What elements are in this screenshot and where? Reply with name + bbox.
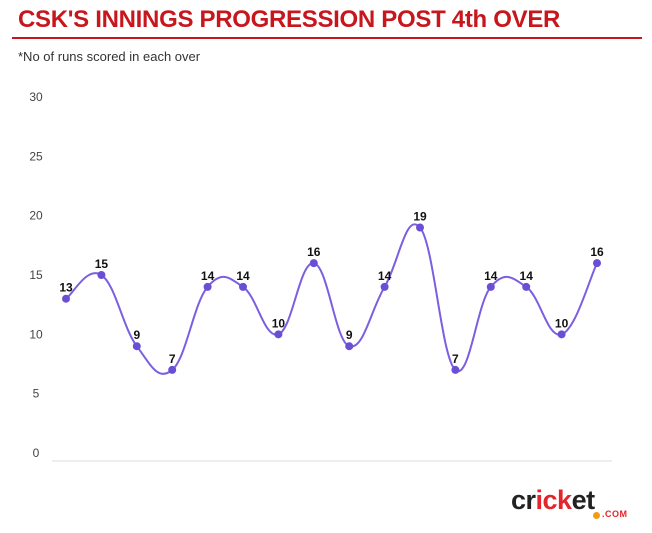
y-tick-label: 30 bbox=[29, 90, 43, 104]
data-label: 10 bbox=[555, 316, 569, 330]
data-point bbox=[557, 330, 566, 339]
data-label: 10 bbox=[272, 316, 286, 330]
data-label: 7 bbox=[452, 352, 459, 366]
y-tick-label: 10 bbox=[29, 327, 43, 341]
y-tick-label: 20 bbox=[29, 209, 43, 223]
data-label: 9 bbox=[133, 328, 140, 342]
data-point bbox=[416, 223, 424, 232]
data-point bbox=[62, 294, 70, 303]
data-label: 19 bbox=[413, 210, 427, 224]
data-point bbox=[239, 282, 247, 291]
data-label: 9 bbox=[346, 328, 353, 342]
chart-subtitle: *No of runs scored in each over bbox=[18, 49, 201, 64]
y-tick-label: 15 bbox=[29, 268, 43, 282]
data-point bbox=[486, 282, 495, 291]
chart-title: CSK'S INNINGS PROGRESSION POST 4th OVER bbox=[18, 6, 561, 33]
data-point bbox=[522, 282, 531, 291]
y-tick-label: 25 bbox=[29, 149, 43, 163]
data-point bbox=[132, 342, 141, 351]
data-point bbox=[97, 271, 106, 279]
y-tick-label: 0 bbox=[33, 446, 40, 460]
data-label: 16 bbox=[307, 245, 321, 259]
data-label: 14 bbox=[236, 269, 250, 283]
data-label: 14 bbox=[201, 269, 215, 283]
data-label: 14 bbox=[484, 269, 498, 283]
data-point bbox=[593, 259, 601, 268]
data-label: 14 bbox=[520, 269, 534, 283]
data-label: 7 bbox=[169, 352, 176, 366]
logo-wordmark: cricket bbox=[511, 485, 595, 515]
data-point bbox=[451, 365, 460, 374]
logo-suffix: .COM bbox=[602, 509, 628, 519]
logo-dot-icon bbox=[593, 512, 600, 519]
data-point bbox=[345, 342, 354, 351]
y-axis: 0 5 10 15 20 25 30 bbox=[29, 90, 43, 460]
title-underline bbox=[12, 37, 642, 39]
data-point bbox=[168, 365, 177, 374]
runs-series-line bbox=[65, 223, 598, 375]
data-label: 13 bbox=[59, 281, 73, 295]
data-point bbox=[274, 330, 283, 339]
data-label: 14 bbox=[378, 269, 392, 283]
data-point bbox=[203, 282, 212, 291]
y-tick-label: 5 bbox=[33, 387, 40, 401]
data-point bbox=[309, 259, 318, 268]
data-labels: 13 15 9 7 14 14 10 16 9 14 19 7 14 14 10 16 bbox=[59, 210, 604, 366]
data-point bbox=[380, 282, 389, 291]
data-label: 16 bbox=[590, 245, 604, 259]
data-label: 15 bbox=[95, 257, 109, 271]
data-points bbox=[62, 223, 601, 374]
cricket-com-logo: cricket .COM bbox=[511, 485, 631, 525]
